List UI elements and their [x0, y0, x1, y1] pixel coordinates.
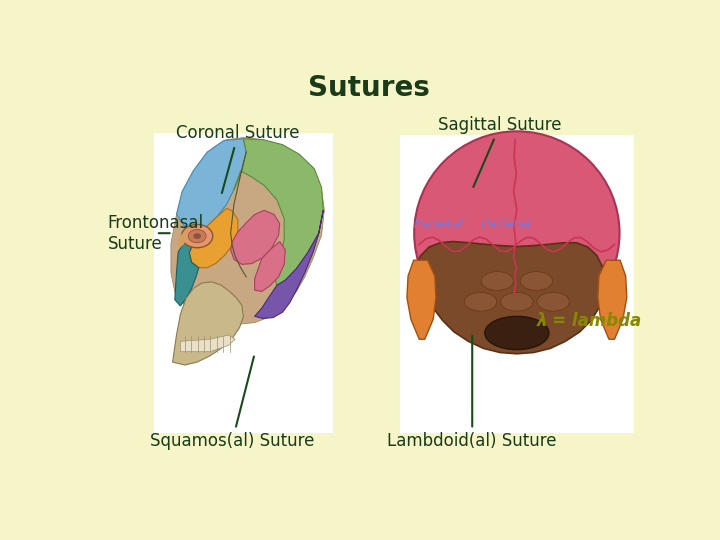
Ellipse shape — [485, 316, 549, 349]
Text: Squamos(al) Suture: Squamos(al) Suture — [150, 356, 315, 450]
Polygon shape — [176, 232, 188, 248]
Ellipse shape — [521, 272, 552, 291]
Ellipse shape — [500, 293, 533, 311]
Polygon shape — [189, 208, 238, 268]
Text: Coronal Suture: Coronal Suture — [176, 124, 300, 193]
Polygon shape — [175, 232, 199, 306]
Text: Lambdoid(al) Suture: Lambdoid(al) Suture — [387, 336, 557, 450]
Text: Sutures: Sutures — [308, 73, 430, 102]
Polygon shape — [176, 139, 246, 235]
Polygon shape — [255, 210, 323, 319]
Circle shape — [193, 233, 201, 239]
Circle shape — [188, 230, 206, 243]
Ellipse shape — [537, 293, 570, 311]
Polygon shape — [181, 335, 235, 352]
Text: Sagittal Suture: Sagittal Suture — [438, 116, 562, 187]
Ellipse shape — [481, 272, 513, 291]
Text: Frontonasal
Suture: Frontonasal Suture — [108, 214, 204, 253]
Ellipse shape — [464, 293, 497, 311]
Polygon shape — [407, 260, 436, 339]
Polygon shape — [234, 139, 323, 285]
FancyBboxPatch shape — [400, 296, 634, 433]
Text: Parietal: Parietal — [413, 218, 464, 231]
Polygon shape — [173, 282, 243, 365]
Ellipse shape — [414, 131, 619, 335]
Text: λ = lambda: λ = lambda — [536, 312, 642, 329]
FancyBboxPatch shape — [400, 136, 634, 433]
Polygon shape — [411, 241, 605, 354]
Polygon shape — [598, 260, 627, 339]
FancyBboxPatch shape — [154, 133, 333, 433]
Polygon shape — [171, 138, 324, 325]
Polygon shape — [230, 210, 280, 265]
Text: Parietal: Parietal — [480, 218, 531, 231]
Polygon shape — [255, 241, 285, 292]
Circle shape — [181, 225, 213, 248]
